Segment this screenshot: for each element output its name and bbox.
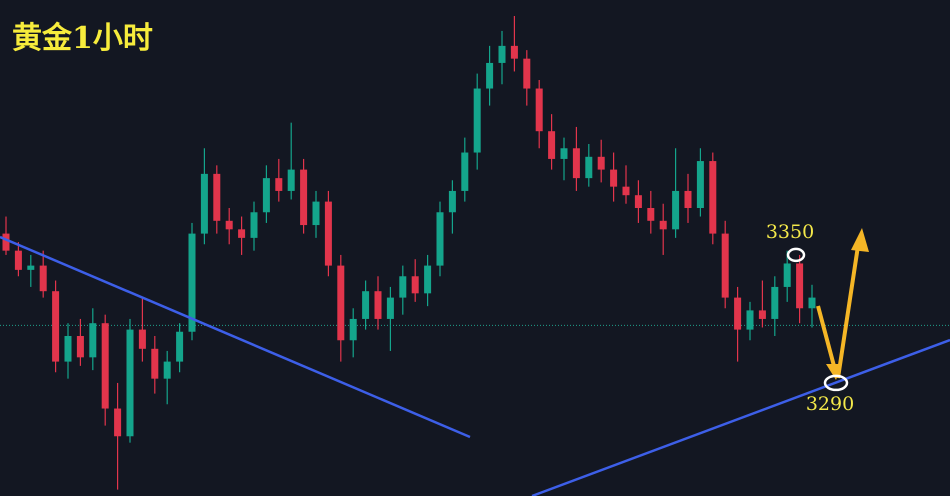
candle-body — [672, 190, 680, 230]
candle-body — [796, 263, 804, 309]
candle-body — [424, 265, 432, 294]
candle-body — [76, 336, 84, 358]
trend-line — [531, 338, 950, 496]
candle-body — [250, 212, 258, 238]
candle-body — [548, 131, 556, 159]
candle-body — [225, 220, 233, 230]
candle-body — [89, 323, 97, 358]
annotation-label: 3350 — [766, 221, 814, 243]
candle-body — [473, 88, 481, 153]
candle-body — [275, 178, 283, 191]
candle-body — [262, 178, 270, 213]
candle-body — [101, 323, 109, 409]
candle-body — [734, 297, 742, 330]
candle-body — [721, 233, 729, 298]
candle-body — [399, 276, 407, 298]
candle-body — [126, 329, 134, 437]
candle-body — [634, 195, 642, 208]
candle-body — [213, 173, 221, 221]
candle-body — [486, 62, 494, 89]
candles — [0, 16, 950, 490]
candle-body — [300, 169, 308, 226]
candle-body — [597, 156, 605, 170]
candle-body — [138, 329, 146, 349]
candle-body — [510, 45, 518, 59]
candle-body — [808, 297, 816, 309]
candle-body — [647, 208, 655, 221]
candle-body — [746, 310, 754, 330]
candle-body — [52, 291, 60, 362]
candle-body — [27, 265, 35, 270]
candle-body — [337, 265, 345, 341]
candle-body — [114, 408, 122, 437]
candle-body — [287, 169, 295, 191]
candle-body — [362, 291, 370, 319]
candle-body — [2, 233, 10, 251]
candle-body — [188, 233, 196, 332]
candle-body — [771, 286, 779, 319]
candle-body — [758, 310, 766, 319]
candle-body — [659, 220, 667, 230]
candle-body — [461, 152, 469, 191]
candle-body — [535, 88, 543, 132]
chart-title: 黄金1小时 — [12, 21, 153, 56]
candle-body — [39, 265, 47, 292]
candle-body — [312, 201, 320, 226]
candle-body — [238, 229, 246, 238]
candle-body — [585, 156, 593, 179]
candle-body — [374, 291, 382, 319]
arrow-down — [816, 305, 836, 367]
candle-body — [523, 58, 531, 89]
candle-body — [324, 201, 332, 266]
candle-body — [176, 331, 184, 362]
annotation-marker — [823, 374, 849, 392]
candle-body — [349, 318, 357, 341]
candle-body — [436, 212, 444, 266]
candle-body — [622, 186, 630, 196]
candle-body — [163, 361, 171, 379]
candle-body — [64, 336, 72, 362]
candle-body — [610, 169, 618, 187]
candle-body — [709, 161, 717, 234]
arrowhead — [851, 228, 869, 252]
candle-body — [411, 276, 419, 294]
candle-body — [783, 263, 791, 287]
arrow-up — [836, 245, 860, 379]
candle-body — [200, 173, 208, 234]
candle-body — [560, 148, 568, 159]
candle-body — [684, 190, 692, 208]
candle-body — [14, 250, 22, 270]
candle-body — [572, 148, 580, 179]
candle-body — [151, 348, 159, 379]
candle-body — [696, 161, 704, 208]
annotation-marker — [786, 247, 806, 263]
arrows — [816, 228, 869, 380]
trend-line — [0, 235, 471, 439]
candle-body — [498, 45, 506, 63]
candle-body — [386, 297, 394, 319]
annotation-label: 3290 — [806, 393, 854, 415]
candle-body — [448, 190, 456, 213]
